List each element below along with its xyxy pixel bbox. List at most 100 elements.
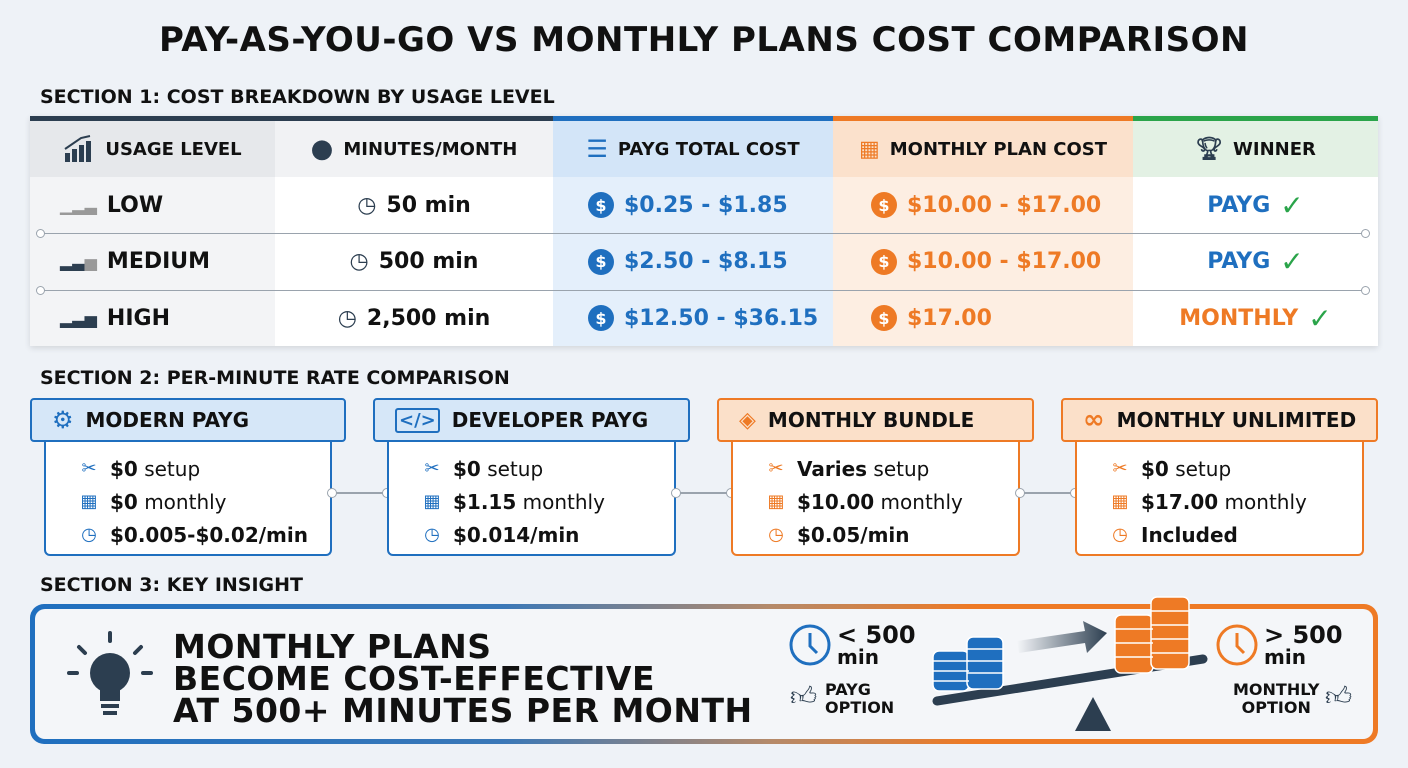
gear-icon: ⚙ xyxy=(52,406,74,434)
tools-icon: ✂ xyxy=(81,458,97,479)
minutes-column: ● MINUTES/MONTH xyxy=(275,116,553,346)
dollar-icon: $ xyxy=(871,305,897,332)
right-option: OPTION xyxy=(1241,698,1311,717)
setup-label: setup xyxy=(867,456,930,481)
setup-value: $0 xyxy=(110,456,138,481)
left-option: PAYG xyxy=(825,680,871,699)
right-unit: min xyxy=(1264,645,1306,669)
header-label: MONTHLY PLAN COST xyxy=(889,138,1108,160)
winner-column: 🏆︎ WINNER xyxy=(1133,116,1378,346)
header-usage-level: USAGE LEVEL xyxy=(30,116,275,177)
monthly-label: monthly xyxy=(874,489,963,514)
payg-column: ☰ PAYG TOTAL COST xyxy=(553,116,833,346)
dollar-icon: $ xyxy=(588,248,614,275)
monthly-cost: $17.00 xyxy=(907,305,992,331)
left-option: OPTION xyxy=(825,698,895,717)
monthly-value: $1.15 xyxy=(453,489,517,514)
insight-text: MONTHLY PLANS BECOME COST-EFFECTIVE AT 5… xyxy=(173,627,753,730)
calendar-icon: ▦ xyxy=(767,491,785,512)
cost-breakdown-table: USAGE LEVEL ● MINUTES/MONTH ☰ PAYG TOTAL C… xyxy=(30,116,1378,346)
lightbulb-icon xyxy=(67,631,153,715)
dollar-icon: $ xyxy=(588,192,614,219)
trophy-icon: 🏆︎ xyxy=(1195,136,1224,162)
rate: Included xyxy=(1141,522,1238,547)
row-divider xyxy=(36,229,1370,238)
rate: $0.005-$0.02/min xyxy=(110,522,308,547)
table-row: ▂▃▅ MEDIUM ◷ 500 min $ $2.50 - $8.15 $ $10.0… xyxy=(30,234,1378,291)
usage-level: LOW xyxy=(106,192,164,218)
section-2-label: SECTION 2: PER-MINUTE RATE COMPARISON xyxy=(40,367,510,389)
calendar-icon: ▦ xyxy=(1111,491,1129,512)
thumbs-up-icon: 👍︎ xyxy=(1325,682,1353,712)
minutes: 50 min xyxy=(386,192,471,218)
setup-label: setup xyxy=(137,456,201,481)
clock-icon-orange xyxy=(1216,624,1258,666)
setup-value: Varies xyxy=(797,456,868,481)
clock-icon: ◷ xyxy=(337,305,357,331)
monthly-label: monthly xyxy=(137,489,227,514)
header-label: MINUTES/MONTH xyxy=(343,138,518,160)
clock-icon: ● xyxy=(310,134,334,164)
coins-icon: ☰ xyxy=(586,135,608,163)
calendar-icon: ▦ xyxy=(858,136,880,162)
minutes: 2,500 min xyxy=(366,305,491,331)
card-developer-payg: </> DEVELOPER PAYG ✂ $0 setup ▦ $1.15 month… xyxy=(373,398,690,556)
clock-icon: ◷ xyxy=(357,192,377,218)
clock-icon-blue xyxy=(789,624,831,666)
card-modern-payg: ⚙ MODERN PAYG ✂ $0 setup ▦ $0 monthly ◷ $0.0… xyxy=(30,398,346,556)
setup-label: setup xyxy=(1168,456,1232,481)
header-minutes: ● MINUTES/MONTH xyxy=(275,116,553,177)
monthly-value: $0 xyxy=(110,489,138,514)
rate: $0.014/min xyxy=(453,522,580,547)
payg-cost: $12.50 - $36.15 xyxy=(624,305,819,331)
insight-line: MONTHLY PLANS xyxy=(173,627,492,666)
table-row: ▂▃▅ HIGH ◷ 2,500 min $ $12.50 - $36.15 $ $17… xyxy=(30,290,1378,347)
dollar-icon: $ xyxy=(871,192,897,219)
setup-value: $0 xyxy=(1141,456,1169,481)
left-unit: min xyxy=(837,645,879,669)
header-label: USAGE LEVEL xyxy=(105,138,242,160)
winner: PAYG xyxy=(1207,249,1271,275)
left-threshold: < 500 xyxy=(837,621,916,649)
calendar-icon: ▦ xyxy=(80,491,98,512)
usage-level: HIGH xyxy=(106,305,170,331)
thumbs-up-icon: 👍︎ xyxy=(790,682,818,712)
row-divider xyxy=(36,286,1370,295)
dollar-icon: $ xyxy=(588,305,614,332)
section-1-label: SECTION 1: COST BREAKDOWN BY USAGE LEVEL xyxy=(40,86,555,108)
clock-dollar-icon: ◷ xyxy=(81,524,97,545)
clock-dollar-icon: ◷ xyxy=(1112,524,1128,545)
card-title: MODERN PAYG xyxy=(85,408,250,432)
dollar-icon: $ xyxy=(871,248,897,275)
usage-level: MEDIUM xyxy=(106,249,211,275)
seesaw-coins-illustration xyxy=(932,596,1208,731)
setup-label: setup xyxy=(480,456,544,481)
page-title: PAY-AS-YOU-GO VS MONTHLY PLANS COST COMP… xyxy=(158,20,1249,60)
card-monthly-bundle: ◈ MONTHLY BUNDLE ✂ Varies setup ▦ $10.00 mo… xyxy=(717,398,1034,556)
code-window-icon: </> xyxy=(395,407,440,433)
insight-line: AT 500+ MINUTES PER MONTH xyxy=(173,691,753,730)
insight-line: BECOME COST-EFFECTIVE xyxy=(173,659,655,698)
card-title: MONTHLY BUNDLE xyxy=(767,408,975,432)
winner: PAYG xyxy=(1207,192,1271,218)
card-title: MONTHLY UNLIMITED xyxy=(1116,408,1357,432)
table-row: ▁▂▃ LOW ◷ 50 min $ $0.25 - $1.85 $ $10.00 - … xyxy=(30,177,1378,234)
tools-icon: ✂ xyxy=(424,458,440,479)
clock-icon: ◷ xyxy=(349,249,369,275)
monthly-label: monthly xyxy=(516,489,605,514)
monthly-cost: $10.00 - $17.00 xyxy=(907,249,1102,275)
tools-icon: ✂ xyxy=(768,458,784,479)
signal-medium-icon: ▂▃▅ xyxy=(60,252,97,272)
right-threshold: > 500 xyxy=(1264,621,1343,649)
monthly-value: $10.00 xyxy=(797,489,875,514)
usage-level-column: USAGE LEVEL xyxy=(30,116,275,346)
key-insight-box: MONTHLY PLANS BECOME COST-EFFECTIVE AT 5… xyxy=(30,596,1378,744)
calendar-icon: ▦ xyxy=(423,491,441,512)
growth-chart-icon xyxy=(64,135,92,162)
right-option: MONTHLY xyxy=(1233,680,1320,699)
section-3-label: SECTION 3: KEY INSIGHT xyxy=(40,574,303,596)
clock-dollar-icon: ◷ xyxy=(768,524,784,545)
tools-icon: ✂ xyxy=(1112,458,1128,479)
check-icon: ✓ xyxy=(1308,301,1332,335)
header-payg: ☰ PAYG TOTAL COST xyxy=(553,116,833,177)
